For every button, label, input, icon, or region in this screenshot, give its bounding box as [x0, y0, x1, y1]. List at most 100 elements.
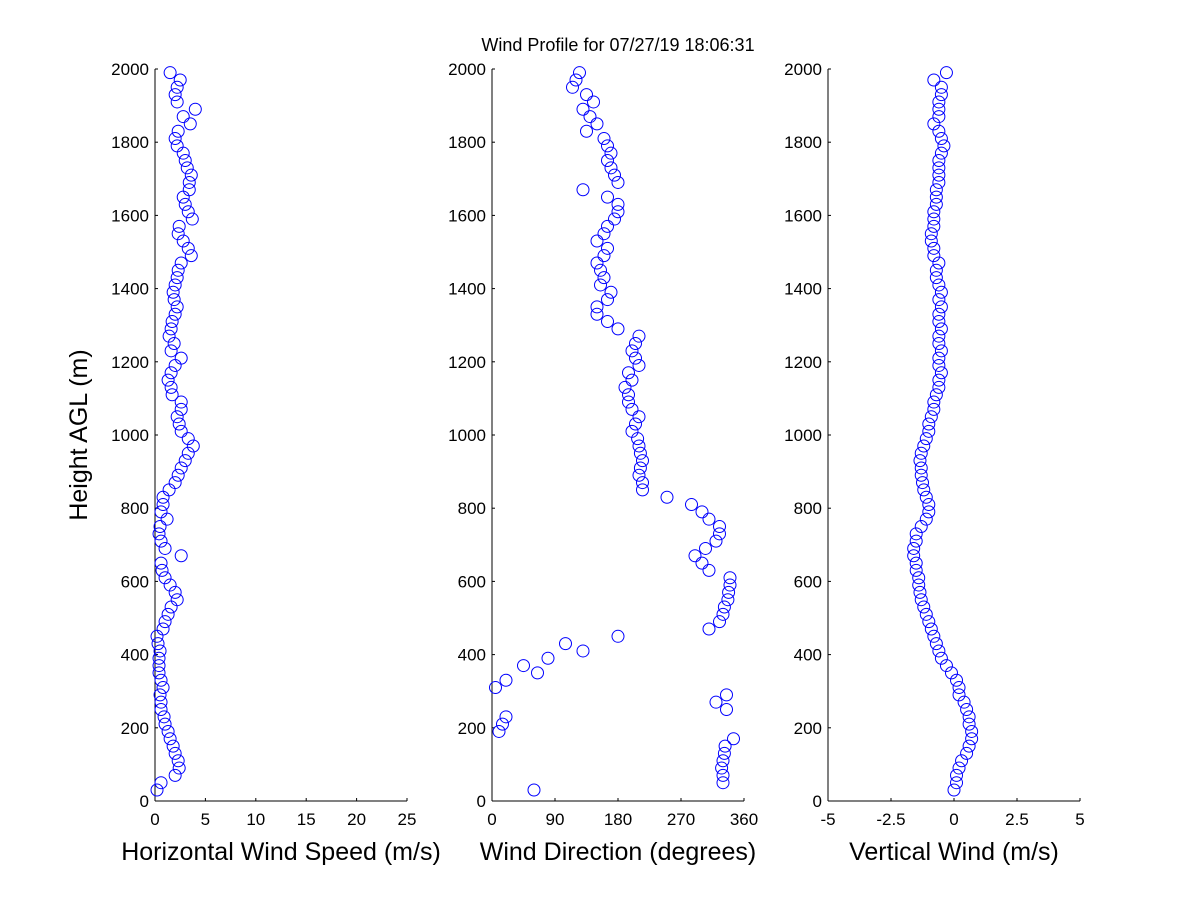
point: [153, 520, 167, 533]
point: [569, 73, 583, 87]
y-tick-label: 600: [458, 572, 486, 591]
point: [601, 241, 614, 255]
point: [184, 168, 198, 182]
x-tick-label: 10: [246, 810, 265, 829]
point: [166, 739, 180, 753]
point: [185, 212, 199, 226]
point: [156, 681, 170, 695]
point: [601, 315, 614, 329]
point: [566, 80, 579, 94]
point: [919, 607, 933, 621]
point: [929, 190, 943, 204]
point: [152, 651, 166, 665]
point: [950, 673, 964, 687]
point: [909, 556, 923, 570]
point: [608, 168, 621, 182]
point: [932, 110, 946, 124]
point: [170, 410, 184, 424]
y-tick-label: 2000: [784, 60, 822, 79]
point: [168, 88, 182, 102]
point: [188, 102, 202, 116]
point: [531, 666, 544, 680]
y-tick-label: 0: [813, 792, 822, 811]
point: [934, 322, 948, 336]
point: [932, 154, 946, 167]
point: [611, 322, 625, 336]
x-tick-label: 270: [667, 810, 695, 829]
point: [167, 337, 181, 350]
point: [702, 622, 716, 636]
point: [947, 783, 961, 797]
point: [955, 754, 969, 768]
point: [944, 666, 958, 680]
point: [922, 498, 936, 512]
point: [695, 556, 709, 570]
point: [929, 183, 943, 197]
point: [541, 651, 555, 665]
point: [622, 395, 635, 409]
point: [932, 373, 946, 387]
point: [171, 124, 185, 138]
y-tick-label: 800: [121, 499, 149, 518]
point: [158, 615, 172, 629]
point: [164, 322, 178, 336]
point: [168, 746, 182, 760]
point: [927, 205, 941, 219]
x-tick-label: 180: [604, 810, 632, 829]
y-tick-label: 400: [794, 646, 822, 665]
point: [178, 154, 192, 167]
point: [181, 446, 195, 460]
point: [604, 285, 618, 299]
point: [580, 88, 593, 102]
y-tick-label: 400: [121, 646, 149, 665]
point: [932, 102, 946, 116]
point: [927, 212, 941, 226]
point: [172, 761, 186, 775]
point: [932, 337, 946, 350]
point: [183, 117, 197, 131]
point: [716, 754, 730, 768]
point: [927, 219, 941, 233]
point: [184, 249, 198, 263]
point: [154, 673, 168, 687]
point: [181, 432, 195, 446]
y-tick-label: 1000: [448, 426, 486, 445]
point: [960, 703, 974, 716]
point: [722, 585, 736, 599]
y-tick-label: 1800: [784, 133, 822, 152]
point: [932, 256, 946, 270]
point: [934, 300, 948, 314]
point: [152, 666, 166, 680]
point: [702, 563, 716, 577]
point: [171, 227, 185, 241]
point: [174, 549, 188, 563]
point: [186, 439, 200, 453]
point: [660, 490, 674, 504]
point: [173, 73, 187, 87]
point: [597, 271, 611, 285]
point: [932, 168, 946, 182]
point: [527, 783, 541, 797]
point: [152, 659, 166, 673]
point: [611, 197, 625, 211]
point: [720, 703, 733, 716]
point: [965, 732, 979, 746]
x-axis-label: Horizontal Wind Speed (m/s): [121, 838, 441, 866]
y-tick-label: 200: [794, 719, 822, 738]
point: [927, 395, 941, 409]
point: [633, 461, 647, 475]
point: [927, 249, 941, 263]
point: [914, 461, 928, 475]
point: [168, 307, 182, 321]
point: [590, 256, 604, 270]
point: [170, 80, 184, 94]
point: [709, 534, 723, 548]
point: [717, 600, 731, 614]
point: [717, 746, 731, 760]
point: [174, 395, 188, 409]
point: [927, 73, 941, 87]
point: [576, 183, 590, 197]
point: [927, 629, 941, 643]
point: [633, 446, 647, 460]
